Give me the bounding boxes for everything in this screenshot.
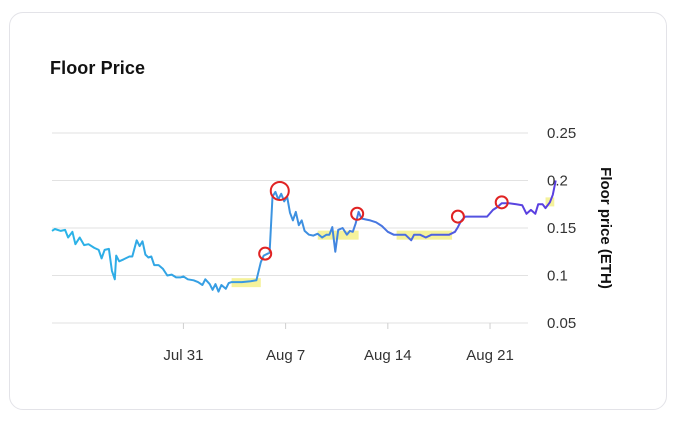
x-tick-label: Aug 7 [266,347,305,364]
y-axis-label: Floor price (ETH) [597,167,614,289]
y-tick-label: 0.2 [547,173,568,190]
highlight-band [396,230,453,240]
y-tick-label: 0.15 [547,220,576,237]
event-marker [350,206,365,221]
event-marker [494,195,509,210]
event-marker [269,180,290,201]
floor-price-series-line [51,180,557,293]
event-marker [258,246,273,261]
chart-title: Floor Price [50,58,146,78]
floor-price-card: Floor Price [9,12,667,410]
x-tick-label: Jul 31 [163,347,203,364]
y-tick-label: 0.1 [547,268,568,285]
y-tick-label: 0.25 [547,125,576,142]
x-tick-label: Aug 14 [364,347,412,364]
y-tick-label: 0.05 [547,315,576,332]
x-tick-label: Aug 21 [466,347,514,364]
event-marker [450,209,465,224]
